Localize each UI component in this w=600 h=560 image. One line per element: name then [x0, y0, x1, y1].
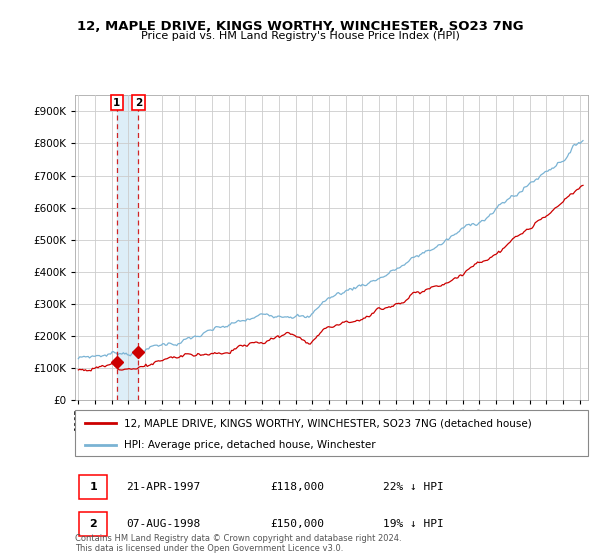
Text: 22% ↓ HPI: 22% ↓ HPI — [383, 482, 443, 492]
Text: 19% ↓ HPI: 19% ↓ HPI — [383, 519, 443, 529]
Text: 2: 2 — [89, 519, 97, 529]
Text: HPI: Average price, detached house, Winchester: HPI: Average price, detached house, Winc… — [124, 440, 376, 450]
FancyBboxPatch shape — [79, 474, 107, 499]
Text: 2: 2 — [135, 98, 142, 108]
Text: 12, MAPLE DRIVE, KINGS WORTHY, WINCHESTER, SO23 7NG: 12, MAPLE DRIVE, KINGS WORTHY, WINCHESTE… — [77, 20, 523, 32]
Text: 1: 1 — [89, 482, 97, 492]
Bar — [117, 95, 139, 400]
Text: 12, MAPLE DRIVE, KINGS WORTHY, WINCHESTER, SO23 7NG (detached house): 12, MAPLE DRIVE, KINGS WORTHY, WINCHESTE… — [124, 418, 532, 428]
Text: 1: 1 — [113, 98, 121, 108]
Text: £118,000: £118,000 — [270, 482, 324, 492]
Text: £150,000: £150,000 — [270, 519, 324, 529]
Text: Contains HM Land Registry data © Crown copyright and database right 2024.
This d: Contains HM Land Registry data © Crown c… — [75, 534, 401, 553]
Text: 07-AUG-1998: 07-AUG-1998 — [127, 519, 200, 529]
FancyBboxPatch shape — [75, 410, 588, 456]
Text: 21-APR-1997: 21-APR-1997 — [127, 482, 200, 492]
FancyBboxPatch shape — [79, 512, 107, 536]
Text: Price paid vs. HM Land Registry's House Price Index (HPI): Price paid vs. HM Land Registry's House … — [140, 31, 460, 41]
